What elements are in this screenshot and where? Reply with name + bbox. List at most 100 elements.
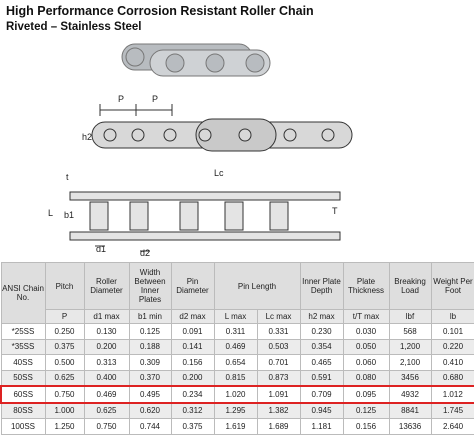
table-row: 40SS 0.500 0.313 0.309 0.156 0.654 0.701 0.465 0… xyxy=(0,354,474,371)
cell: 0.200 xyxy=(170,369,215,387)
cell: *35SS xyxy=(0,338,46,355)
cell: 0.080 xyxy=(342,369,390,387)
cell: 0.354 xyxy=(299,338,344,355)
chain-diagram: P P h2 t L b1 Lc T d1 d2 xyxy=(48,43,353,258)
cell: 0.331 xyxy=(256,323,301,340)
cell: 40SS xyxy=(0,354,46,371)
label: P xyxy=(152,94,158,104)
cell: 0.469 xyxy=(213,338,258,355)
cell: *25SS xyxy=(0,323,46,340)
cell: 568 xyxy=(388,323,432,340)
cell: 0.312 xyxy=(170,402,215,419)
cell: 0.091 xyxy=(170,323,215,340)
cell: 0.375 xyxy=(44,338,85,355)
cell: 0.750 xyxy=(83,418,130,435)
cell: 1.619 xyxy=(213,418,258,435)
table-row: 50SS 0.625 0.400 0.370 0.200 0.815 0.873 0.591 0… xyxy=(0,369,474,387)
unit-header: P xyxy=(44,309,85,324)
label: d2 xyxy=(140,248,150,258)
cell: 0.680 xyxy=(430,369,474,387)
label: t xyxy=(66,172,69,182)
cell: 0.945 xyxy=(299,402,344,419)
cell: 0.709 xyxy=(299,385,344,404)
cell: 1.181 xyxy=(299,418,344,435)
unit-header: d2 max xyxy=(170,309,215,324)
cell: 0.591 xyxy=(299,369,344,387)
chain-photo xyxy=(121,43,271,77)
cell: 0.309 xyxy=(128,354,172,371)
table-row: *35SS 0.375 0.200 0.188 0.141 0.469 0.503 0.354… xyxy=(0,338,474,355)
table-row: *25SS 0.250 0.130 0.125 0.091 0.311 0.331 0.230… xyxy=(0,323,474,340)
cell: 100SS xyxy=(0,418,46,435)
cell: 50SS xyxy=(0,369,46,387)
cell: 0.495 xyxy=(128,385,172,404)
cell: 0.156 xyxy=(170,354,215,371)
cell: 0.750 xyxy=(44,385,85,404)
label: T xyxy=(332,206,338,216)
unit-header: t/T max xyxy=(342,309,390,324)
column-header: Weight Per Foot xyxy=(430,262,474,310)
column-header: ANSI Chain No. xyxy=(0,262,46,324)
cell: 1.000 xyxy=(44,402,85,419)
unit-header: lbf xyxy=(388,309,432,324)
cell: 0.050 xyxy=(342,338,390,355)
cell: 1.250 xyxy=(44,418,85,435)
cell: 0.654 xyxy=(213,354,258,371)
cell: 1.295 xyxy=(213,402,258,419)
title: High Performance Corrosion Resistant Rol… xyxy=(6,4,314,18)
cell: 0.625 xyxy=(83,402,130,419)
cell: 0.370 xyxy=(128,369,172,387)
cell: 0.815 xyxy=(213,369,258,387)
cell: 0.313 xyxy=(83,354,130,371)
cell: 2,100 xyxy=(388,354,432,371)
cell: 0.125 xyxy=(342,402,390,419)
unit-header: L max xyxy=(213,309,258,324)
cell: 0.030 xyxy=(342,323,390,340)
subtitle: Riveted – Stainless Steel xyxy=(6,21,142,33)
cell: 4932 xyxy=(388,385,432,404)
spec-table: ANSI Chain No. Pitch Roller Diameter Width … xyxy=(0,262,474,435)
cell: 0.625 xyxy=(44,369,85,387)
cell: 1,200 xyxy=(388,338,432,355)
column-header: Inner Plate Depth xyxy=(299,262,344,310)
cell: 0.469 xyxy=(83,385,130,404)
cell: 0.500 xyxy=(44,354,85,371)
cell: 0.701 xyxy=(256,354,301,371)
table-row: 80SS 1.000 0.625 0.620 0.312 1.295 1.382 0.945 0… xyxy=(0,402,474,419)
cell: 0.873 xyxy=(256,369,301,387)
header-row: ANSI Chain No. Pitch Roller Diameter Width … xyxy=(0,262,474,324)
column-header: Pitch xyxy=(44,262,85,310)
unit-header: d1 max xyxy=(83,309,130,324)
cell: 1.382 xyxy=(256,402,301,419)
cell: 0.130 xyxy=(83,323,130,340)
cell: 1.012 xyxy=(430,385,474,404)
cell: 0.620 xyxy=(128,402,172,419)
column-header: Plate Thickness xyxy=(342,262,390,310)
unit-header: b1 min xyxy=(128,309,172,324)
unit-header: h2 max xyxy=(299,309,344,324)
cell: 0.188 xyxy=(128,338,172,355)
cell: 3456 xyxy=(388,369,432,387)
column-header: Pin Length xyxy=(213,262,301,310)
cell: 1.689 xyxy=(256,418,301,435)
cell: 0.234 xyxy=(170,385,215,404)
label: d1 xyxy=(96,244,106,254)
unit-header: Lc max xyxy=(256,309,301,324)
cell: 0.060 xyxy=(342,354,390,371)
cell: 80SS xyxy=(0,402,46,419)
cell: 13636 xyxy=(388,418,432,435)
label: P xyxy=(118,94,124,104)
cell: 60SS xyxy=(0,385,46,404)
cell: 2.640 xyxy=(430,418,474,435)
cell: 1.745 xyxy=(430,402,474,419)
label: L xyxy=(48,208,53,218)
cell: 1.091 xyxy=(256,385,301,404)
cell: 0.400 xyxy=(83,369,130,387)
cell: 1.020 xyxy=(213,385,258,404)
cell: 0.101 xyxy=(430,323,474,340)
cell: 0.311 xyxy=(213,323,258,340)
column-header: Width Between Inner Plates xyxy=(128,262,172,310)
label: h2 xyxy=(82,132,92,142)
cell: 8841 xyxy=(388,402,432,419)
